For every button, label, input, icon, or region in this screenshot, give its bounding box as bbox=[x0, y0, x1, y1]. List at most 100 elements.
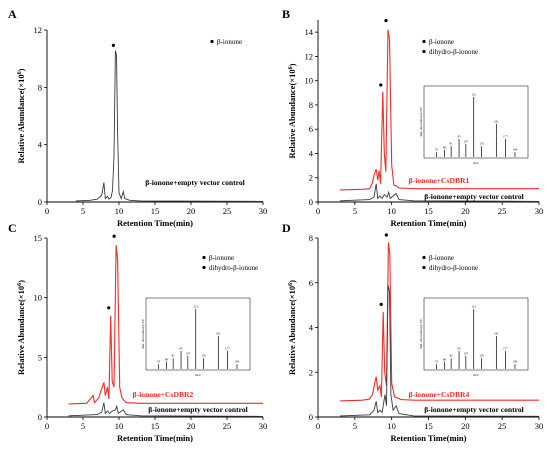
ms-peak-label: 121 bbox=[193, 305, 198, 309]
legend-label: β-ionone bbox=[429, 254, 454, 262]
y-tick-label: 4 bbox=[309, 323, 314, 333]
ms-peak-label: 55 bbox=[435, 148, 439, 152]
ms-peak-label: 55 bbox=[157, 360, 161, 364]
inset-x-label: m/z bbox=[473, 161, 479, 165]
peak-marker bbox=[107, 306, 111, 310]
legend-marker bbox=[422, 255, 426, 260]
peak-marker bbox=[384, 19, 388, 23]
ms-peak-label: 161 bbox=[494, 120, 499, 124]
ms-peak-label: 95 bbox=[180, 347, 184, 351]
x-axis-label: Retention Time(min) bbox=[117, 433, 193, 443]
ms-peak-label: 177 bbox=[503, 135, 508, 139]
y-tick-label: 4 bbox=[38, 140, 43, 150]
legend-label: β-ionone bbox=[209, 254, 234, 262]
ms-peak-label: 81 bbox=[450, 142, 454, 146]
legend-marker bbox=[422, 265, 426, 270]
peak-marker bbox=[384, 233, 388, 237]
x-tick-label: 30 bbox=[259, 206, 268, 216]
ms-peak-label: 194 bbox=[235, 360, 240, 364]
treatment-label: β-ionone+CsDBR4 bbox=[409, 390, 470, 399]
x-tick-label: 25 bbox=[223, 206, 232, 216]
y-tick-label: 0 bbox=[309, 412, 313, 422]
series-line-1 bbox=[68, 402, 264, 417]
panel-A: A 0 5 10 15 20 25 30 0 4 8 12 Retention Time(min) Rel… bbox=[8, 7, 267, 228]
ms-peak-label: 194 bbox=[513, 360, 518, 364]
inset-frame bbox=[423, 85, 529, 159]
y-tick-label: 8 bbox=[309, 233, 313, 243]
legend-marker bbox=[210, 39, 214, 44]
ms-peak-label: 161 bbox=[216, 332, 221, 336]
panel-B: B 0 5 10 15 20 25 30 0 2 4 6 8 10 12 14 Retention Time(m… bbox=[282, 7, 543, 228]
x-axis-label: Retention Time(min) bbox=[117, 218, 193, 228]
ms-peak-label: 135 bbox=[479, 142, 484, 146]
x-tick-label: 20 bbox=[461, 206, 470, 216]
y-tick-label: 2 bbox=[309, 367, 313, 377]
ms-peak-label: 55 bbox=[435, 360, 439, 364]
ms-peak-label: 107 bbox=[464, 139, 469, 143]
x-tick-label: 5 bbox=[81, 421, 85, 431]
inset-y-label: Rel. Abundance(×10 bbox=[419, 319, 423, 348]
y-tick-label: 12 bbox=[34, 25, 43, 35]
y-tick-label: 0 bbox=[38, 197, 42, 207]
treatment-label: β-ionone+CsDBR2 bbox=[133, 390, 194, 399]
x-tick-label: 5 bbox=[353, 206, 357, 216]
x-tick-label: 5 bbox=[353, 421, 357, 431]
y-tick-label: 15 bbox=[34, 233, 43, 243]
x-tick-label: 0 bbox=[45, 206, 49, 216]
ms-peak-label: 107 bbox=[186, 351, 191, 355]
treatment-label: β-ionone+CsDBR1 bbox=[409, 176, 470, 185]
x-tick-label: 30 bbox=[535, 206, 544, 216]
ms-peak-label: 177 bbox=[225, 347, 230, 351]
y-tick-label: 0 bbox=[309, 197, 313, 207]
inset-x-label: m/z bbox=[473, 373, 479, 377]
inset-frame bbox=[145, 297, 251, 371]
x-tick-label: 10 bbox=[115, 206, 124, 216]
control-label: β-ionone+empty vector control bbox=[148, 405, 248, 414]
x-tick-label: 0 bbox=[316, 206, 320, 216]
legend-label: dihydro-β-ionone bbox=[209, 264, 258, 272]
series-line-1 bbox=[340, 183, 540, 202]
y-tick-label: 10 bbox=[34, 293, 43, 303]
series-line-0 bbox=[75, 50, 264, 202]
ms-peak-label: 81 bbox=[450, 354, 454, 358]
ms-peak-label: 121 bbox=[471, 93, 476, 97]
y-tick-label: 12 bbox=[305, 51, 314, 61]
y-tick-label: 14 bbox=[305, 27, 314, 37]
control-label: β-ionone+empty vector control bbox=[145, 178, 245, 187]
x-tick-label: 20 bbox=[187, 421, 196, 431]
x-tick-label: 25 bbox=[498, 206, 507, 216]
panel-C: C 0 5 10 15 20 25 30 0 5 10 15 Retention Time(min) Re… bbox=[8, 221, 267, 443]
inset-y-label: Rel. Abundance(×10 bbox=[141, 319, 145, 348]
panel-label: A bbox=[8, 7, 17, 21]
x-tick-label: 10 bbox=[387, 206, 396, 216]
ms-peak-label: 95 bbox=[458, 135, 462, 139]
panel-label: B bbox=[282, 7, 290, 21]
legend-marker bbox=[202, 255, 206, 260]
legend-label: dihydro-β-ionone bbox=[429, 264, 478, 272]
series-line-0 bbox=[340, 242, 539, 402]
y-tick-label: 5 bbox=[38, 352, 42, 362]
control-label: β-ionone+empty vector control bbox=[424, 192, 524, 201]
ms-peak-label: 135 bbox=[479, 354, 484, 358]
y-axis-label: Relative Abundance(×106) bbox=[16, 280, 26, 375]
y-tick-label: 2 bbox=[309, 173, 313, 183]
ms-peak-label: 177 bbox=[503, 347, 508, 351]
ms-peak-label: 135 bbox=[201, 354, 206, 358]
ms-peak-label: 69 bbox=[443, 357, 447, 361]
legend-label: β-ionone bbox=[429, 38, 454, 46]
y-axis-label: Relative Abundance(×106) bbox=[287, 280, 297, 375]
ms-peak-label: 194 bbox=[513, 148, 518, 152]
x-tick-label: 5 bbox=[81, 206, 85, 216]
y-tick-label: 10 bbox=[305, 76, 314, 86]
ms-peak-label: 69 bbox=[443, 145, 447, 149]
x-tick-label: 25 bbox=[498, 421, 507, 431]
x-tick-label: 25 bbox=[223, 421, 232, 431]
inset-frame bbox=[423, 297, 529, 371]
x-tick-label: 20 bbox=[461, 421, 470, 431]
x-tick-label: 15 bbox=[151, 206, 160, 216]
x-tick-label: 30 bbox=[259, 421, 268, 431]
